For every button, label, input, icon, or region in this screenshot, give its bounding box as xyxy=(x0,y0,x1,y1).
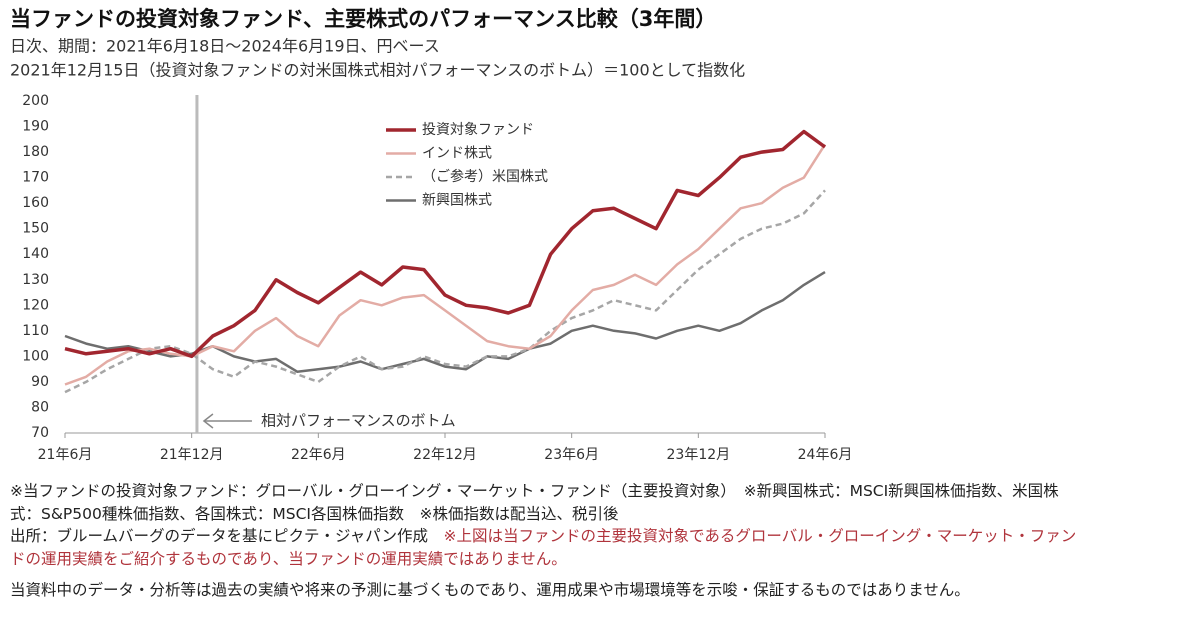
y-tick-label: 160 xyxy=(22,195,49,211)
note-text: ※上図は当ファンドの主要投資対象であるグローバル・グローイング・マーケット・ファ… xyxy=(443,527,1077,545)
annotation: 相対パフォーマンスのボトム xyxy=(261,412,456,430)
note-line: ドの運用実績をご紹介するものであり、当ファンドの運用実績ではありません。 xyxy=(10,548,1195,571)
y-tick-label: 140 xyxy=(22,246,49,262)
annotation-arrowhead xyxy=(202,413,214,429)
legend-label: 投資対象ファンド xyxy=(422,122,534,138)
subtitle: 2021年12月15日（投資対象ファンドの対米国株式相対パフォーマンスのボトム）… xyxy=(10,61,745,80)
note-line: 式：S&P500種株価指数、各国株式：MSCI各国株価指数 ※株価指数は配当込、… xyxy=(10,503,1195,526)
chart: 当ファンドの投資対象ファンド、主要株式のパフォーマンス比較（3年間） 日次、期間… xyxy=(10,7,853,463)
y-tick-label: 170 xyxy=(22,170,49,186)
chart-title: 当ファンドの投資対象ファンド、主要株式のパフォーマンス比較（3年間） xyxy=(10,7,716,31)
legend-label: （ご参考）米国株式 xyxy=(422,168,548,185)
x-tick-label: 22年12月 xyxy=(413,447,477,463)
y-tick-label: 130 xyxy=(22,272,49,288)
note-text: 出所：ブルームバーグのデータを基にピクテ・ジャパン作成 xyxy=(10,527,444,545)
y-tick-label: 200 xyxy=(22,93,49,109)
note-text: 式：S&P500種株価指数、各国株式：MSCI各国株価指数 ※株価指数は配当込、… xyxy=(10,504,619,523)
line-series xyxy=(64,129,827,359)
note-line: 出所：ブルームバーグのデータを基にピクテ・ジャパン作成 ※上図は当ファンドの主要… xyxy=(10,525,1195,548)
y-tick-label: 100 xyxy=(22,348,49,364)
y-tick-label: 190 xyxy=(22,119,49,135)
notes: ※当ファンドの投資対象ファンド：グローバル・グローイング・マーケット・ファンド（… xyxy=(10,480,1195,570)
y-tick-label: 80 xyxy=(31,399,49,415)
y-tick-label: 150 xyxy=(22,221,49,237)
subtitle: 日次、期間：2021年6月18日～2024年6月19日、円ベース xyxy=(10,37,440,56)
note-text: ドの運用実績をご紹介するものであり、当ファンドの運用実績ではありません。 xyxy=(10,549,567,568)
y-tick-label: 70 xyxy=(31,425,49,441)
y-tick-label: 90 xyxy=(31,374,49,390)
x-tick-label: 23年6月 xyxy=(544,447,599,463)
x-tick-label: 22年6月 xyxy=(291,447,346,463)
legend-label: インド株式 xyxy=(422,146,492,162)
x-tick-label: 23年12月 xyxy=(667,447,731,463)
line-series xyxy=(64,189,826,394)
line-series xyxy=(64,271,826,373)
x-tick-label: 24年6月 xyxy=(798,447,853,463)
disclaimer: 当資料中のデータ・分析等は過去の実績や将来の予測に基づくものであり、運用成果や市… xyxy=(10,581,970,599)
note-text: ※当ファンドの投資対象ファンド：グローバル・グローイング・マーケット・ファンド（… xyxy=(10,482,1059,500)
note-line: ※当ファンドの投資対象ファンド：グローバル・グローイング・マーケット・ファンド（… xyxy=(10,480,1195,503)
y-tick-label: 180 xyxy=(22,144,49,160)
x-tick-label: 21年6月 xyxy=(38,447,93,463)
y-tick-label: 110 xyxy=(22,323,49,339)
legend-label: 新興国株式 xyxy=(422,193,492,209)
x-tick-label: 21年12月 xyxy=(160,447,224,463)
y-tick-label: 120 xyxy=(22,297,49,313)
